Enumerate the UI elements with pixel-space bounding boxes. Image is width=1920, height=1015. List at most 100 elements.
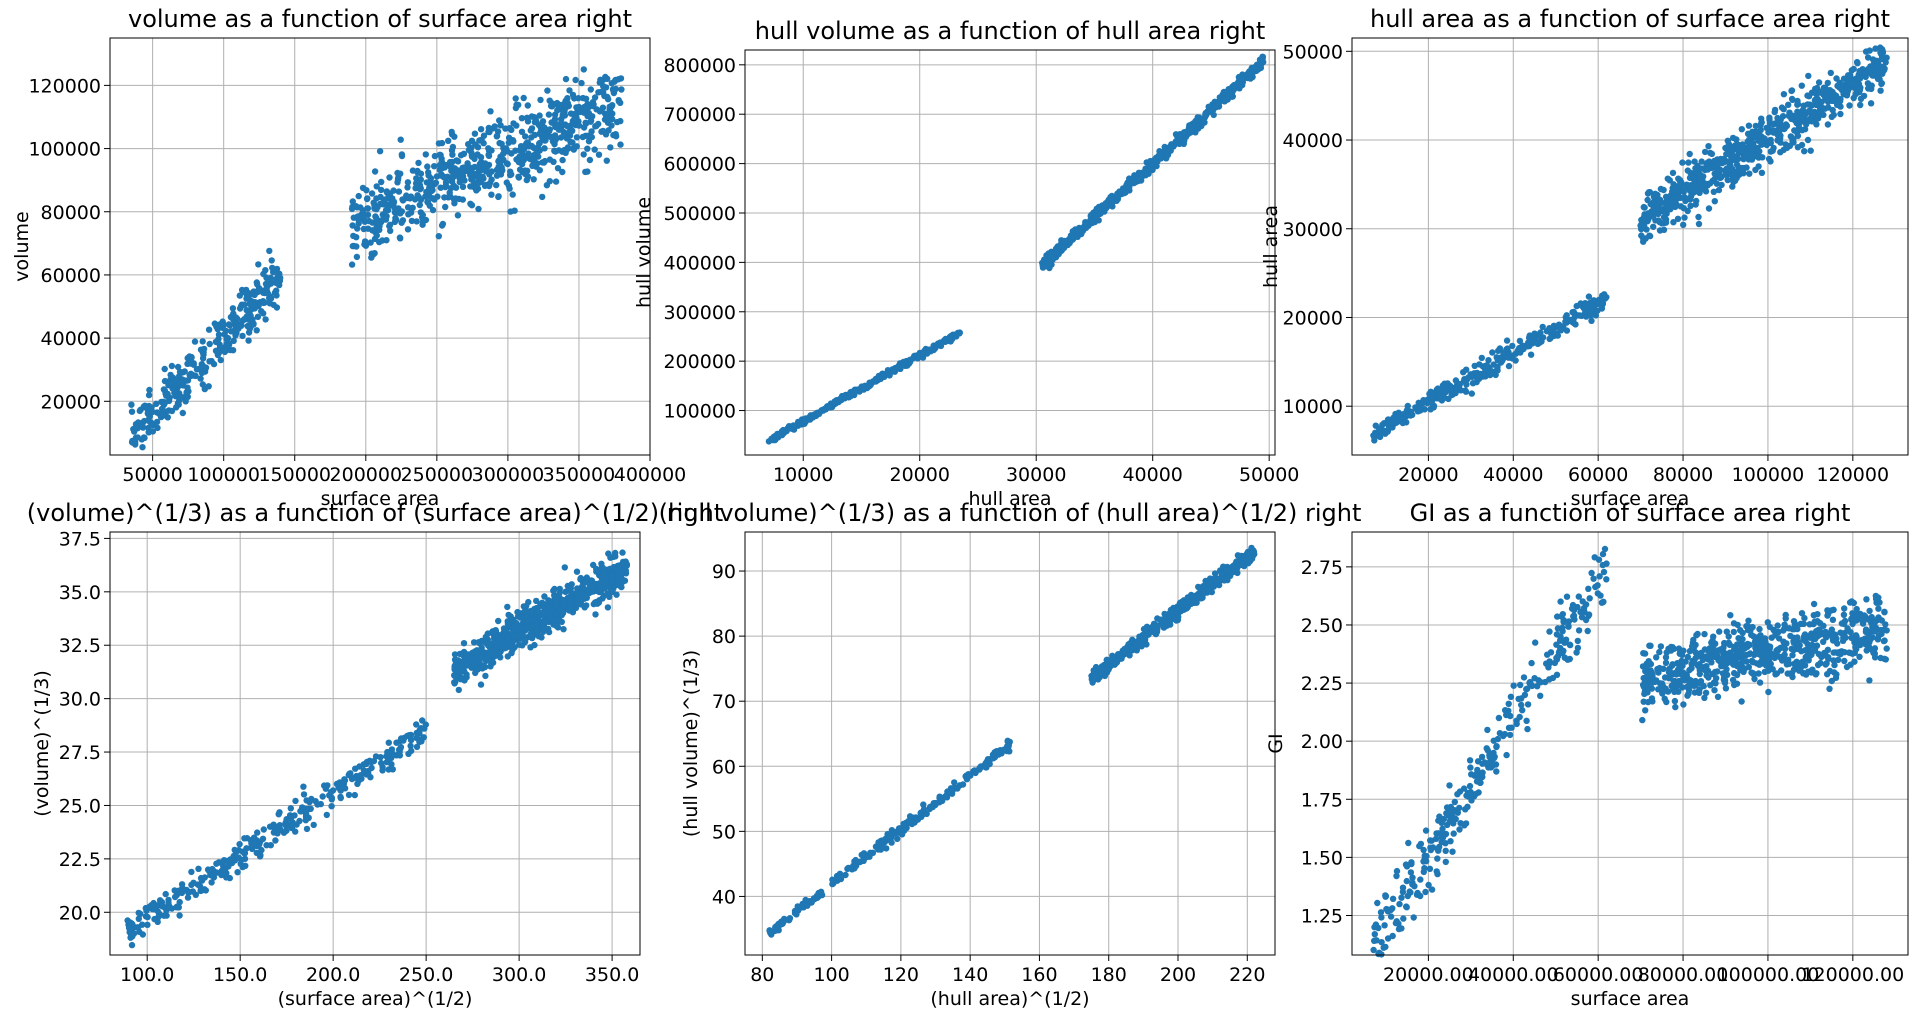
scatter-point	[584, 104, 592, 112]
scatter-point	[273, 279, 280, 286]
scatter-point	[475, 174, 482, 182]
scatter-point	[176, 368, 184, 376]
scatter-point	[477, 648, 485, 655]
scatter-point	[129, 933, 136, 940]
scatter-point	[420, 216, 427, 224]
scatter-point	[515, 101, 522, 109]
scatter-point	[1442, 382, 1449, 389]
scatter-point	[802, 418, 810, 425]
scatter-point	[1125, 641, 1132, 648]
scatter-point	[1687, 174, 1695, 181]
scatter-point	[266, 823, 274, 830]
scatter-point	[128, 408, 136, 415]
scatter-point	[245, 329, 253, 336]
scatter-point	[363, 187, 370, 194]
scatter-point	[1807, 147, 1814, 154]
scatter-point	[1594, 590, 1602, 597]
scatter-point	[1462, 388, 1470, 395]
scatter-point	[545, 625, 552, 632]
scatter-point	[1848, 81, 1855, 88]
scatter-point	[1532, 639, 1539, 646]
scatter-point	[1234, 81, 1242, 88]
scatter-point	[407, 209, 415, 216]
scatter-point	[264, 290, 272, 297]
scatter-point	[1567, 316, 1574, 324]
scatter-point	[898, 831, 906, 838]
scatter-point	[1465, 374, 1472, 381]
scatter-point	[260, 826, 267, 833]
scatter-point	[586, 156, 594, 164]
scatter-point	[1765, 155, 1773, 163]
scatter-point	[617, 572, 625, 579]
scatter-point	[249, 299, 256, 306]
scatter-point	[438, 165, 446, 172]
plot-frame	[109, 37, 651, 456]
scatter-point	[1186, 122, 1193, 129]
scatter-point	[266, 247, 273, 255]
x-tick-label: 160	[1021, 964, 1057, 986]
scatter-point	[542, 618, 549, 625]
scatter-point	[939, 797, 946, 804]
scatter-point	[525, 624, 532, 631]
scatter-point	[993, 749, 1000, 756]
scatter-point	[1461, 822, 1468, 829]
scatter-point	[1092, 214, 1099, 221]
scatter-point	[1194, 114, 1201, 121]
scatter-point	[830, 880, 837, 887]
scatter-point	[413, 218, 420, 225]
scatter-point	[594, 600, 601, 607]
scatter-point	[612, 567, 620, 575]
scatter-point	[1575, 627, 1583, 634]
scatter-point	[1830, 111, 1838, 119]
scatter-point	[1745, 122, 1753, 129]
scatter-point	[1794, 112, 1802, 119]
scatter-point	[456, 174, 463, 182]
scatter-point	[283, 817, 290, 824]
scatter-point	[431, 152, 439, 160]
y-tick-label: 25.0	[59, 795, 101, 817]
scatter-point	[1054, 248, 1061, 255]
scatter-point	[1060, 244, 1068, 252]
scatter-point	[451, 680, 458, 687]
scatter-point	[1505, 700, 1512, 707]
scatter-point	[1398, 894, 1405, 901]
scatter-point	[1766, 138, 1773, 145]
scatter-point	[397, 210, 404, 217]
scatter-point	[1509, 342, 1516, 350]
scatter-point	[775, 922, 783, 929]
scatter-point	[1825, 104, 1832, 111]
scatter-point	[229, 347, 237, 354]
scatter-point	[914, 355, 921, 362]
scatter-point	[1504, 345, 1511, 352]
scatter-point	[132, 439, 139, 446]
scatter-point	[1865, 65, 1872, 73]
scatter-point	[1846, 102, 1853, 109]
scatter-point	[1191, 598, 1199, 605]
scatter-point	[1824, 121, 1832, 128]
scatter-point	[1757, 138, 1765, 145]
scatter-point	[564, 123, 571, 130]
scatter-point	[1755, 163, 1762, 170]
scatter-points	[1370, 545, 1890, 958]
scatter-points	[765, 53, 1267, 445]
scatter-point	[1766, 114, 1773, 121]
y-tick-label: 60	[712, 756, 736, 778]
scatter-point	[1068, 233, 1076, 241]
scatter-point	[252, 840, 259, 848]
scatter-point	[429, 206, 437, 214]
y-tick-label: 35.0	[59, 582, 101, 604]
scatter-point	[179, 376, 186, 383]
scatter-point	[527, 127, 534, 134]
scatter-point	[383, 237, 390, 244]
scatter-point	[1584, 627, 1591, 635]
scatter-point	[608, 122, 615, 129]
scatter-point	[239, 317, 247, 324]
scatter-point	[845, 864, 852, 872]
scatter-point	[1118, 655, 1125, 662]
scatter-point	[1173, 617, 1180, 624]
scatter-point	[250, 321, 257, 328]
x-tick-label: 220	[1229, 964, 1265, 986]
scatter-point	[612, 85, 619, 93]
scatter-point	[1516, 337, 1524, 345]
